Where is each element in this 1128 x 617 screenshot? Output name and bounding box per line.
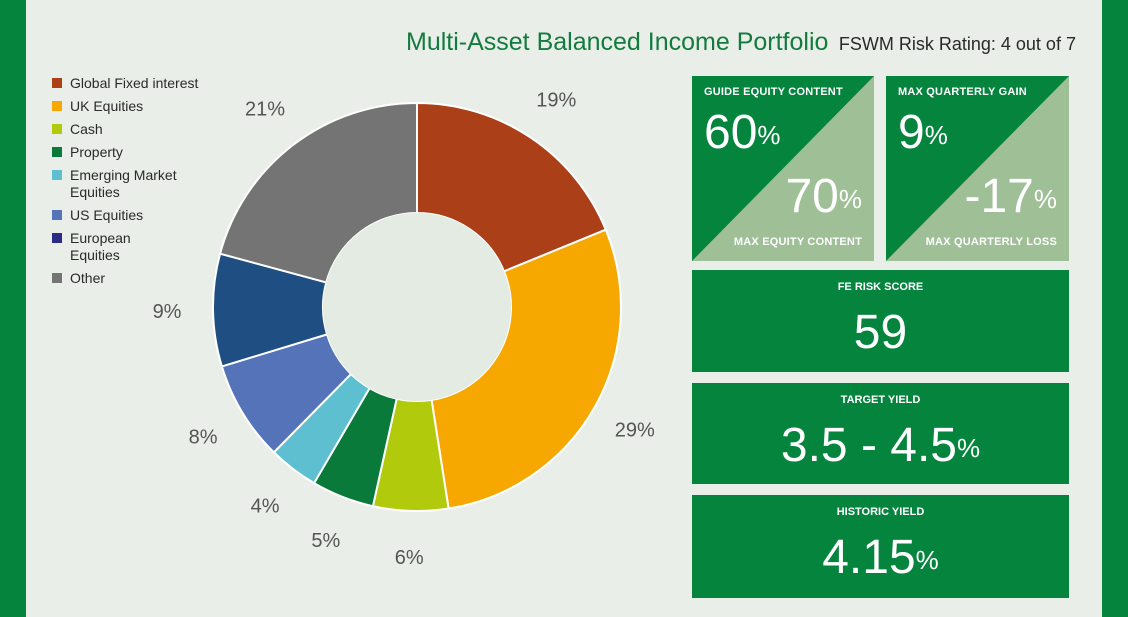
title-row: Multi-Asset Balanced Income Portfolio FS… [406, 28, 1076, 57]
legend-item-emerging-market-equities: Emerging Market Equities [52, 167, 222, 201]
historic-yield-tile: HISTORIC YIELD 4.15% [692, 495, 1069, 598]
legend-label: US Equities [70, 207, 144, 223]
risk-rating-subtitle: FSWM Risk Rating: 4 out of 7 [838, 34, 1076, 54]
legend-label: European Equities [70, 230, 131, 263]
equity-content-tile: GUIDE EQUITY CONTENT 60% 70% MAX EQUITY … [692, 76, 874, 261]
legend-label: UK Equities [70, 98, 144, 114]
legend-item-uk-equities: UK Equities [52, 98, 222, 115]
legend-swatch [52, 101, 62, 111]
slice-label: 21% [245, 98, 285, 120]
legend-swatch [52, 233, 62, 243]
max-quarterly-gain-label: MAX QUARTERLY GAIN [898, 86, 1027, 98]
legend-item-property: Property [52, 144, 222, 161]
fe-risk-score-label: FE RISK SCORE [837, 281, 924, 293]
target-yield-label: TARGET YIELD [840, 394, 921, 406]
legend-swatch [52, 210, 62, 220]
tile-diagonal [692, 76, 874, 261]
fe-risk-score-tile: FE RISK SCORE 59 [692, 270, 1069, 372]
legend-swatch [52, 124, 62, 134]
legend-label: Cash [70, 121, 103, 137]
legend-swatch [52, 78, 62, 88]
legend-item-other: Other [52, 270, 222, 287]
slice-label: 5% [311, 530, 340, 552]
slice-label: 8% [189, 426, 218, 448]
slice-label: 29% [615, 420, 655, 442]
slice-label: 9% [153, 301, 182, 323]
guide-equity-label: GUIDE EQUITY CONTENT [704, 86, 843, 98]
right-brand-bar [1102, 0, 1128, 617]
legend-swatch [52, 147, 62, 157]
guide-equity-value: 60% [704, 106, 781, 159]
chart-legend: Global Fixed interest UK Equities Cash P… [52, 75, 222, 293]
legend-item-european-equities: European Equities [52, 230, 222, 264]
historic-yield-value: 4.15% [822, 531, 939, 584]
legend-swatch [52, 170, 62, 180]
tile-diagonal [886, 76, 1069, 261]
legend-item-cash: Cash [52, 121, 222, 138]
left-brand-bar [0, 0, 26, 617]
historic-yield-label: HISTORIC YIELD [836, 506, 925, 518]
fe-risk-score-value: 59 [853, 306, 908, 359]
legend-label: Property [70, 144, 123, 160]
legend-swatch [52, 273, 62, 283]
max-equity-label: MAX EQUITY CONTENT [733, 236, 862, 248]
max-quarterly-loss-label: MAX QUARTERLY LOSS [925, 236, 1057, 248]
quarterly-range-tile: MAX QUARTERLY GAIN 9% -17% MAX QUARTERLY… [886, 76, 1069, 261]
legend-item-us-equities: US Equities [52, 207, 222, 224]
max-equity-value: 70% [785, 170, 862, 223]
target-yield-tile: TARGET YIELD 3.5 - 4.5% [692, 383, 1069, 484]
legend-label: Other [70, 270, 106, 286]
legend-label: Global Fixed interest [70, 75, 199, 91]
slice-label: 6% [395, 547, 424, 569]
max-quarterly-gain-value: 9% [898, 106, 948, 159]
donut-hole [323, 213, 511, 401]
legend-item-global-fixed-interest: Global Fixed interest [52, 75, 222, 92]
slice-label: 4% [251, 496, 280, 518]
max-quarterly-loss-value: -17% [964, 170, 1058, 223]
legend-label: Emerging Market Equities [70, 167, 177, 200]
page-title: Multi-Asset Balanced Income Portfolio [406, 28, 829, 56]
target-yield-value: 3.5 - 4.5% [780, 419, 981, 472]
slice-label: 19% [536, 89, 576, 111]
allocation-donut-chart: 19% 29% 6% 5% 4% 8% 9% 21% [153, 89, 655, 569]
